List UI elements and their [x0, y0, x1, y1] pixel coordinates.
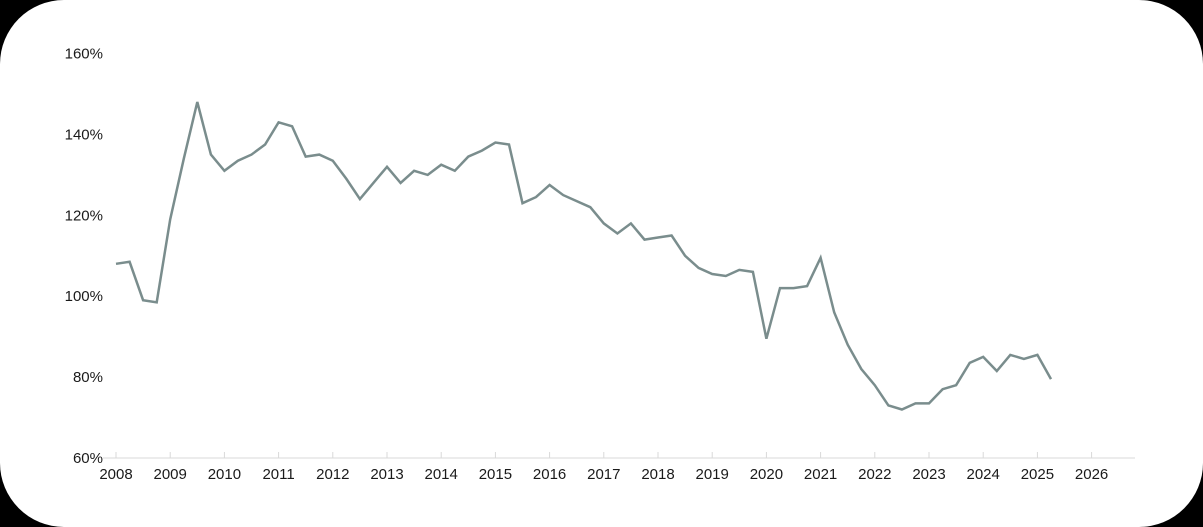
x-axis-label: 2011	[262, 466, 294, 483]
x-axis-label: 2021	[804, 466, 837, 483]
y-axis-label: 60%	[73, 450, 103, 467]
x-axis-label: 2024	[967, 466, 1000, 483]
x-axis-label: 2008	[99, 466, 132, 483]
x-axis-label: 2012	[316, 466, 349, 483]
y-axis-label: 120%	[65, 207, 103, 224]
x-axis-label: 2018	[641, 466, 674, 483]
x-axis-label: 2015	[479, 466, 512, 483]
x-axis-label: 2025	[1021, 466, 1054, 483]
x-axis-label: 2013	[370, 466, 403, 483]
x-axis-label: 2014	[425, 466, 458, 483]
y-axis-label: 160%	[65, 46, 103, 63]
data-series-line	[115, 101, 1053, 411]
x-axis-label: 2023	[912, 466, 945, 483]
y-axis-label: 140%	[65, 126, 103, 143]
x-axis-label: 2026	[1075, 466, 1108, 483]
y-axis-label: 100%	[65, 288, 103, 305]
x-axis-label: 2017	[587, 466, 620, 483]
y-axis-label: 80%	[73, 369, 103, 386]
x-axis-label: 2016	[533, 466, 566, 483]
x-axis-label: 2009	[154, 466, 187, 483]
x-axis-label: 2019	[696, 466, 729, 483]
x-axis-label: 2022	[858, 466, 891, 483]
x-axis-label: 2010	[208, 466, 241, 483]
x-axis-label: 2020	[750, 466, 783, 483]
